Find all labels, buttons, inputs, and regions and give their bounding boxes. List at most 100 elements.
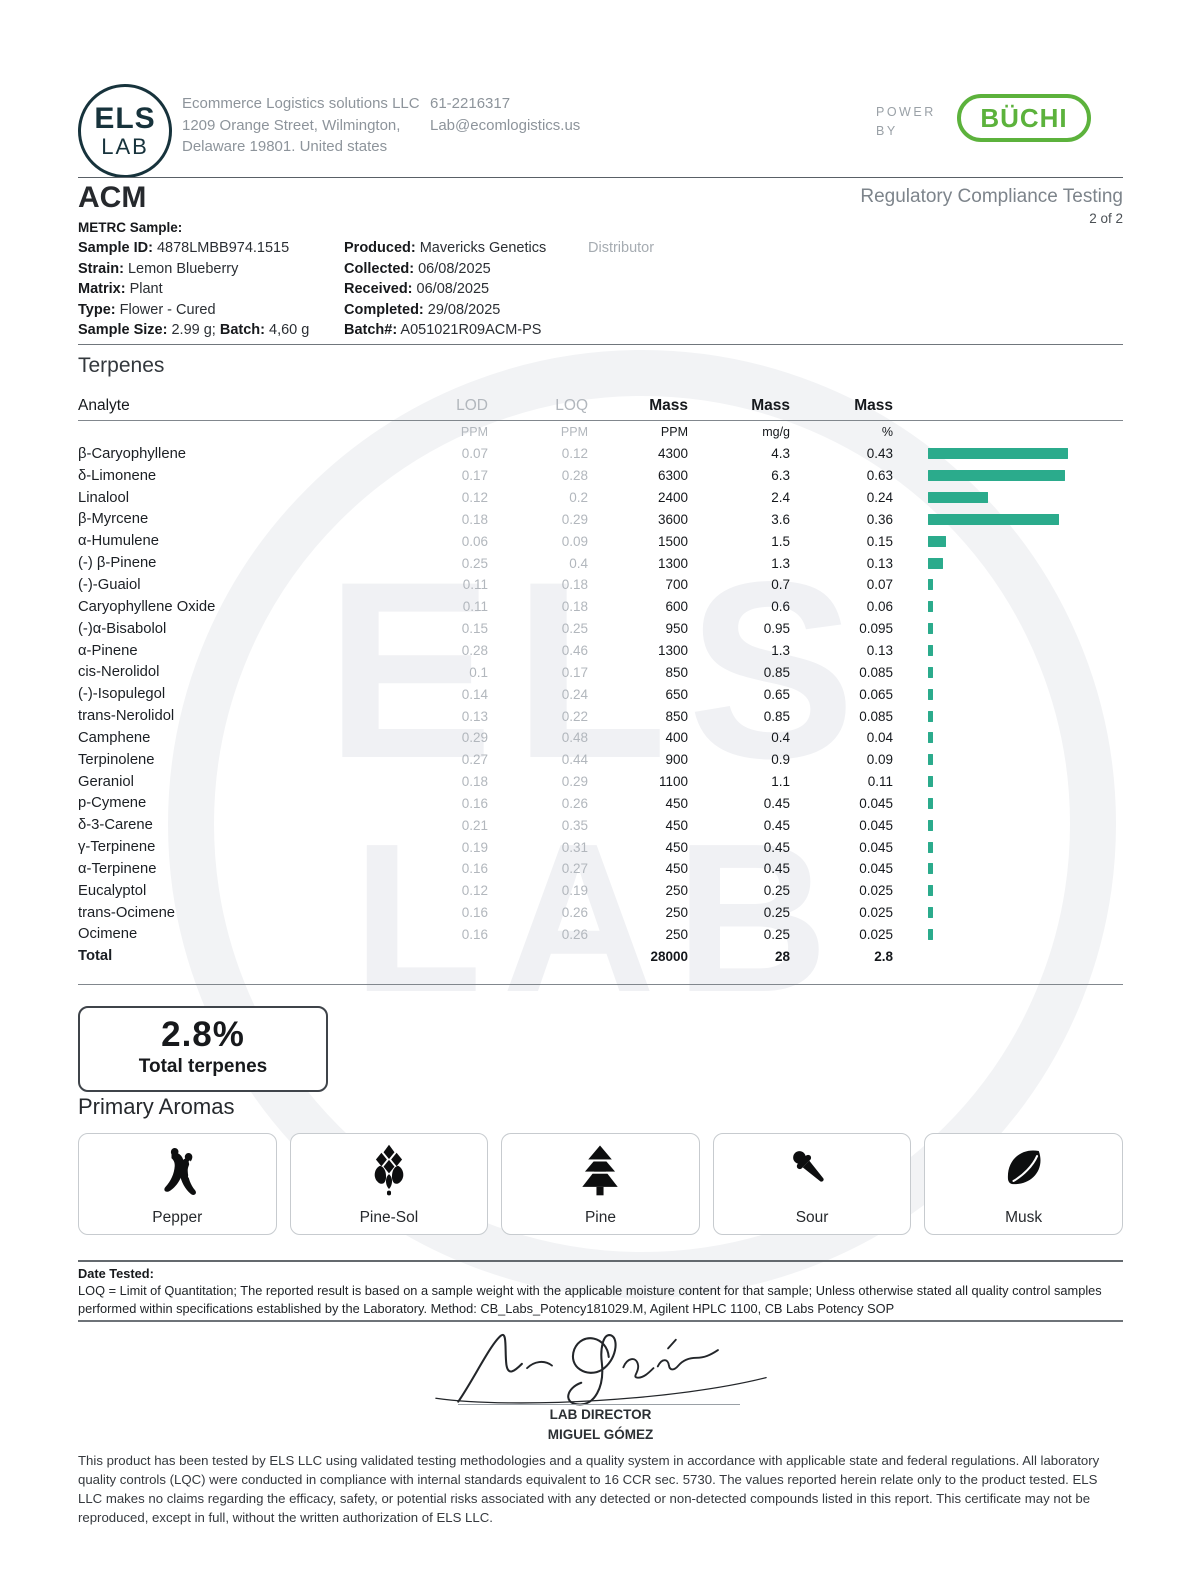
mass-bar (928, 732, 933, 744)
analyte-name: Caryophyllene Oxide (78, 598, 216, 615)
analyte-name: (-)-Guaiol (78, 576, 141, 593)
mass-ppm-value: 450 (665, 795, 688, 811)
mass-bar-cell (893, 797, 1123, 809)
mass-bar (928, 513, 1059, 525)
lab-email: Lab@ecomlogistics.us (430, 116, 581, 134)
mass-ppm-value: 650 (665, 686, 688, 702)
mass-pct-value: 0.09 (866, 752, 893, 768)
mass-bar-cell (893, 710, 1123, 722)
terpenes-section-title: Terpenes (78, 354, 165, 377)
mass-bar (928, 666, 933, 678)
table-row: α-Terpinene 0.16 0.27 450 0.45 0.045 (78, 858, 1123, 880)
analyte-name: trans-Nerolidol (78, 708, 175, 725)
table-row: Eucalyptol 0.12 0.19 250 0.25 0.025 (78, 880, 1123, 902)
mass-mgg-value: 0.7 (771, 577, 790, 593)
analyte-name: Terpinolene (78, 751, 155, 768)
mass-bar-cell (893, 732, 1123, 744)
table-header-divider (78, 420, 1123, 421)
mass-bar-cell (893, 754, 1123, 766)
aroma-label: Sour (795, 1209, 829, 1226)
analyte-name: δ-Limonene (78, 467, 157, 484)
analyte-name: α-Pinene (78, 642, 138, 659)
table-row: Geraniol 0.18 0.29 1100 1.1 0.11 (78, 771, 1123, 793)
mass-bar (928, 688, 933, 700)
mass-mgg-value: 0.45 (763, 839, 790, 855)
aroma-card: Pine-Sol (289, 1133, 489, 1235)
mass-bar-cell (893, 535, 1123, 547)
analyte-name: β-Caryophyllene (78, 445, 187, 462)
mass-bar-cell (893, 470, 1123, 482)
loq-value: 0.19 (561, 883, 588, 899)
mass-pct-value: 0.045 (859, 817, 893, 833)
unit-mass-mgg: mg/g (762, 425, 790, 439)
lod-value: 0.21 (461, 817, 488, 833)
mass-mgg-value: 0.45 (763, 861, 790, 877)
mass-ppm-value: 450 (665, 861, 688, 877)
table-row: Camphene 0.29 0.48 400 0.4 0.04 (78, 727, 1123, 749)
aroma-label: Pepper (152, 1209, 203, 1226)
analyte-name: Ocimene (78, 926, 138, 943)
mass-ppm-value: 250 (665, 926, 688, 942)
mass-bar (928, 710, 933, 722)
lab-director-signature (434, 1333, 767, 1406)
loq-value: 0.48 (561, 730, 588, 746)
sample-info-row: Produced: Mavericks Genetics (344, 240, 547, 256)
sample-info-row: Received: 06/08/2025 (344, 281, 490, 298)
sample-info-row: Sample ID: 4878LMBB974.1515 (78, 240, 290, 256)
mass-pct-value: 0.065 (859, 686, 893, 702)
table-row: Linalool 0.12 0.2 2400 2.4 0.24 (78, 487, 1123, 509)
logo-els-text: ELS (94, 102, 156, 135)
aroma-label: Pine (584, 1209, 616, 1226)
lod-value: 0.13 (461, 708, 488, 724)
loq-value: 0.27 (561, 861, 588, 877)
terpenes-table-header: Analyte LOD LOQ Mass Mass Mass (78, 391, 1123, 415)
mass-bar (928, 776, 933, 788)
loq-value: 0.09 (561, 533, 588, 549)
els-lab-logo: ELS LAB (78, 84, 172, 178)
info-label: Sample Size: (78, 322, 168, 339)
aroma-card: Sour (712, 1133, 912, 1235)
lod-value: 0.11 (462, 599, 488, 615)
mass-ppm-value: 1100 (658, 774, 688, 790)
mass-ppm-value: 900 (665, 752, 688, 768)
lod-value: 0.12 (461, 490, 488, 506)
loq-value: 0.17 (561, 664, 588, 680)
mass-pct-value: 0.24 (866, 490, 893, 506)
eyedropper-icon (785, 1143, 839, 1197)
report-type-title: Regulatory Compliance Testing (860, 186, 1123, 207)
info-label: Matrix: (78, 281, 126, 298)
sample-info-row: Matrix: Plant (78, 281, 163, 298)
leaf-icon (997, 1143, 1051, 1197)
mass-mgg-value: 1.3 (771, 555, 790, 571)
lod-value: 0.19 (461, 839, 488, 855)
unit-loq-ppm: PPM (560, 425, 588, 439)
pepper-icon (150, 1143, 204, 1197)
mass-bar (928, 601, 933, 613)
mass-mgg-value: 0.6 (771, 599, 790, 615)
mass-bar-cell (893, 666, 1123, 678)
lod-value: 0.15 (461, 621, 488, 637)
analyte-name: Geraniol (78, 773, 134, 790)
mass-mgg-value: 1.5 (771, 533, 790, 549)
mass-mgg-value: 0.25 (763, 905, 790, 921)
mass-mgg-value: 3.6 (771, 511, 790, 527)
mass-bar (928, 907, 933, 919)
mass-bar-cell (893, 928, 1123, 940)
table-row: β-Myrcene 0.18 0.29 3600 3.6 0.36 (78, 509, 1123, 531)
loq-value: 0.26 (561, 795, 588, 811)
total-mgg: 28 (774, 948, 790, 964)
terpenes-table-body: β-Caryophyllene 0.07 0.12 4300 4.3 0.43 … (78, 443, 1123, 945)
mass-pct-value: 0.045 (859, 795, 893, 811)
mass-pct-value: 0.15 (866, 533, 893, 549)
mass-mgg-value: 0.25 (763, 926, 790, 942)
mass-ppm-value: 250 (665, 883, 688, 899)
mass-ppm-value: 4300 (657, 446, 688, 462)
total-pct: 2.8 (874, 948, 893, 964)
analyte-name: α-Terpinene (78, 860, 157, 877)
info-label: Completed: (344, 301, 424, 318)
lod-value: 0.14 (461, 686, 488, 702)
lod-value: 0.12 (461, 883, 488, 899)
mass-mgg-value: 2.4 (771, 490, 790, 506)
loq-value: 0.22 (561, 708, 588, 724)
lod-value: 0.29 (461, 730, 488, 746)
